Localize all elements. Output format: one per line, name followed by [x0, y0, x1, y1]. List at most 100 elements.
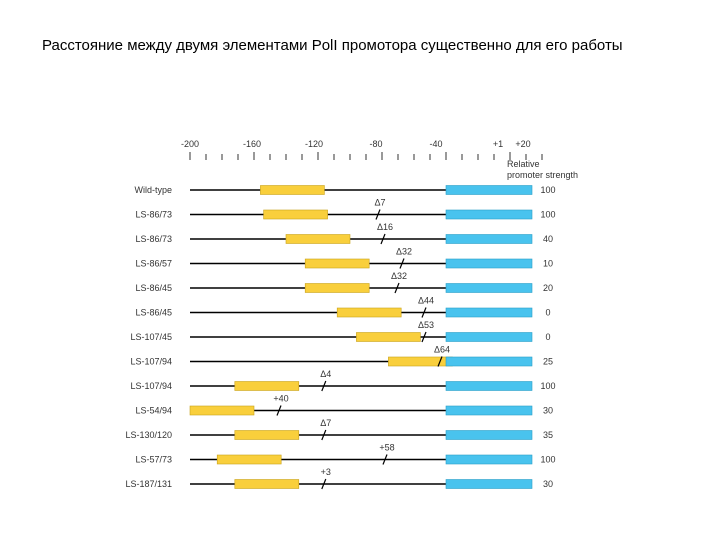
mutation-marker	[421, 307, 427, 318]
upstream-element	[234, 381, 300, 391]
core-element	[445, 454, 533, 465]
mutation-marker	[382, 454, 388, 465]
strength-value: 10	[543, 259, 553, 269]
construct-row: LS-107/94 100 Δ4	[130, 369, 556, 392]
mutation-label: Δ32	[391, 271, 407, 281]
construct-row: Wild-type 100	[134, 185, 555, 195]
upstream-element	[285, 234, 351, 244]
construct-label: LS-86/45	[135, 308, 172, 318]
strength-header-label: promoter strength	[507, 170, 578, 180]
construct-row: LS-86/57 10 Δ32	[135, 247, 553, 269]
core-element	[445, 185, 533, 195]
core-element	[445, 234, 533, 244]
mutation-label: Δ16	[377, 222, 393, 232]
axis-tick-label: -80	[369, 139, 382, 149]
mutation-marker	[380, 233, 386, 245]
construct-row: LS-54/94 30 +40	[135, 394, 553, 416]
upstream-element	[356, 332, 421, 342]
strength-value: 0	[545, 308, 550, 318]
upstream-element	[216, 454, 282, 465]
core-element	[445, 209, 533, 220]
mutation-label: +40	[273, 394, 288, 404]
axis-tick-label: +20	[515, 139, 530, 149]
construct-label: LS-107/94	[130, 357, 172, 367]
construct-row: LS-130/120 35 Δ7	[125, 418, 553, 441]
construct-label: LS-107/45	[130, 332, 172, 342]
mutation-marker	[421, 331, 427, 343]
mutation-marker	[399, 258, 405, 269]
mutation-marker	[394, 282, 400, 294]
strength-value: 30	[543, 406, 553, 416]
strength-value: 0	[545, 332, 550, 342]
position-axis: -200 -160 -120 -80 -40 +1 +20	[181, 139, 543, 160]
core-element	[445, 430, 533, 440]
axis-tick-label: -200	[181, 139, 199, 149]
mutation-marker	[321, 478, 327, 490]
core-element	[445, 356, 533, 367]
construct-row: LS-187/131 30 +3	[125, 467, 553, 490]
mutation-label: Δ4	[320, 369, 331, 379]
mutation-label: Δ7	[320, 418, 331, 428]
strength-value: 100	[540, 210, 555, 220]
core-element	[445, 283, 533, 293]
construct-label: LS-130/120	[125, 430, 172, 440]
strength-value: 30	[543, 479, 553, 489]
construct-label: LS-86/73	[135, 234, 172, 244]
axis-tick-label: +1	[493, 139, 503, 149]
upstream-element	[234, 479, 300, 489]
upstream-element	[336, 307, 402, 318]
mutation-marker	[321, 380, 327, 392]
construct-label: LS-57/73	[135, 455, 172, 465]
axis-tick-label: -120	[305, 139, 323, 149]
strength-value: 100	[540, 455, 555, 465]
strength-value: 35	[543, 430, 553, 440]
construct-label: LS-86/57	[135, 259, 172, 269]
upstream-element	[260, 185, 325, 195]
construct-row: LS-57/73 100 +58	[135, 443, 556, 465]
upstream-element	[304, 283, 370, 293]
slide-title: Расстояние между двумя элементами PolI п…	[42, 37, 623, 54]
mutation-label: +58	[379, 443, 394, 453]
mutation-marker	[375, 209, 381, 220]
axis-tick-label: -40	[429, 139, 442, 149]
mutation-marker	[276, 405, 282, 416]
mutation-label: +3	[321, 467, 331, 477]
strength-value: 20	[543, 283, 553, 293]
construct-row: LS-86/45 0 Δ44	[135, 296, 551, 318]
construct-row: LS-107/45 0 Δ53	[130, 320, 551, 343]
strength-value: 100	[540, 185, 555, 195]
construct-label: LS-86/45	[135, 283, 172, 293]
upstream-element	[234, 430, 300, 440]
mutation-label: Δ44	[418, 296, 434, 306]
mutation-label: Δ32	[396, 247, 412, 257]
core-element	[445, 479, 533, 489]
upstream-element	[189, 405, 255, 416]
core-element	[445, 381, 533, 391]
mutation-marker	[321, 429, 327, 441]
mutation-label: Δ53	[418, 320, 434, 330]
construct-row: LS-86/45 20 Δ32	[135, 271, 553, 294]
construct-label: LS-54/94	[135, 406, 172, 416]
construct-row: LS-86/73 40 Δ16	[135, 222, 553, 245]
upstream-element	[263, 209, 328, 220]
core-element	[445, 405, 533, 416]
strength-header-label: Relative	[507, 159, 540, 169]
upstream-element	[388, 356, 453, 367]
construct-label: LS-187/131	[125, 479, 172, 489]
core-element	[445, 307, 533, 318]
construct-row: LS-86/73 100 Δ7	[135, 198, 556, 220]
axis-tick-label: -160	[243, 139, 261, 149]
construct-label: Wild-type	[134, 185, 172, 195]
mutation-label: Δ7	[374, 198, 385, 208]
core-element	[445, 332, 533, 342]
construct-row: LS-107/94 25 Δ64	[130, 345, 553, 367]
construct-label: LS-107/94	[130, 381, 172, 391]
core-element	[445, 258, 533, 269]
strength-value: 40	[543, 234, 553, 244]
mutation-label: Δ64	[434, 345, 450, 355]
construct-label: LS-86/73	[135, 210, 172, 220]
strength-value: 100	[540, 381, 555, 391]
